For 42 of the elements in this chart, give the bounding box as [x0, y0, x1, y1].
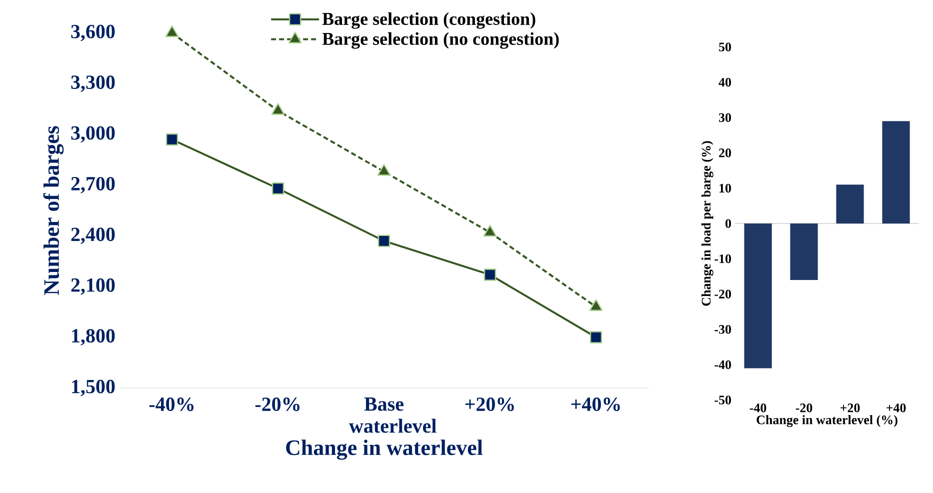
- y-tick-label: -30: [714, 325, 731, 334]
- y-tick-label: 20: [719, 148, 731, 158]
- y-tick-label: 1,500: [72, 380, 115, 396]
- x-tick-label: +20%: [465, 398, 514, 412]
- y-tick-label: 2,400: [71, 228, 115, 244]
- y-axis-title: Change in load per barge (%): [701, 141, 714, 306]
- y-tick-label: -20: [714, 290, 731, 298]
- y-tick-label: 50: [719, 42, 731, 52]
- bar: [836, 184, 864, 224]
- x-tick-label: -20%: [255, 398, 300, 412]
- y-axis-title: Number of barges: [43, 126, 64, 296]
- y-tick-label: 2,700: [71, 176, 115, 194]
- point: [377, 164, 391, 176]
- x-tick-label: -20: [796, 404, 812, 412]
- y-tick-label: -50: [714, 396, 731, 404]
- x-axis-title: Change in waterlevel: [286, 440, 483, 460]
- y-tick-label: 3,000: [71, 126, 115, 143]
- x-tick-label: +20: [840, 404, 860, 412]
- bar: [790, 223, 818, 280]
- y-tick-label: 10: [720, 184, 731, 193]
- x-tick-label: Base waterlevel: [349, 398, 436, 433]
- point: [483, 224, 497, 237]
- bar: [882, 121, 910, 224]
- y-tick-label: 3,600: [71, 24, 115, 42]
- y-tick-label: -10: [714, 254, 731, 264]
- y-tick-label: 30: [718, 113, 731, 122]
- x-axis-title: Change in waterlevel (%): [756, 415, 898, 428]
- point: [271, 103, 285, 115]
- x-tick-label: +40%: [571, 398, 620, 412]
- y-tick-label: 2,100: [71, 278, 115, 295]
- y-tick-label: 40: [718, 78, 731, 87]
- x-tick-label: +40: [886, 404, 906, 412]
- x-tick-label: -40%: [149, 398, 194, 412]
- legend-label: Barge selection (no congestion): [322, 32, 559, 49]
- y-tick-label: 3,300: [71, 76, 115, 92]
- y-tick-label: -40: [714, 360, 731, 370]
- point: [165, 25, 179, 38]
- y-tick-label: 0: [725, 219, 731, 228]
- y-tick-label: 1,800: [72, 329, 115, 346]
- legend-label: Barge selection (congestion): [322, 12, 536, 29]
- x-tick-label: -40: [750, 404, 766, 412]
- bar: [744, 223, 772, 368]
